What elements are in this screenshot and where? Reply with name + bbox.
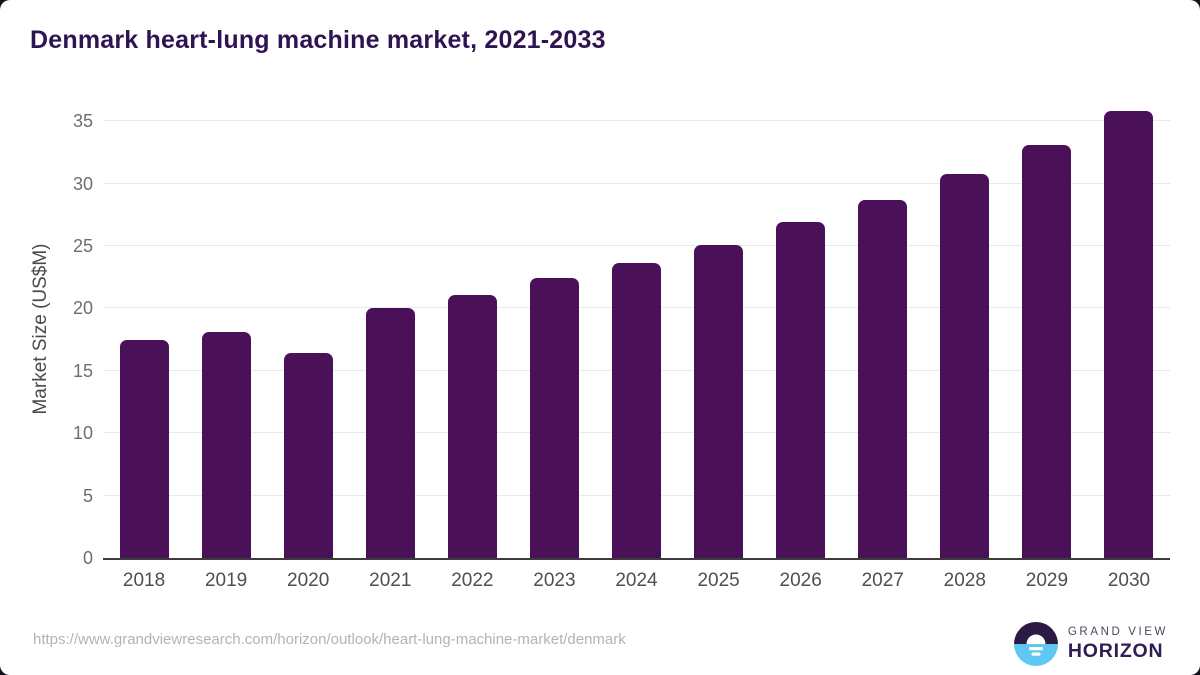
bar-slot-2026 (760, 100, 842, 558)
bar-slot-2018 (103, 100, 185, 558)
bar-slot-2029 (1006, 100, 1088, 558)
x-label-2020: 2020 (287, 570, 330, 591)
bar-2020 (283, 353, 333, 558)
bar-slot-2027 (842, 100, 924, 558)
bars (103, 100, 1170, 558)
x-label-2022: 2022 (451, 570, 494, 591)
y-tick-20: 20 (72, 298, 93, 319)
bar-2025 (694, 244, 744, 558)
bar-slot-2020 (267, 100, 349, 558)
bar-slot-2019 (185, 100, 267, 558)
x-axis-labels: 2018 2019 2020 2021 2022 2023 2024 2025 2026 2027… (103, 570, 1170, 592)
bar-2026 (776, 222, 826, 558)
x-label-2029: 2029 (1025, 570, 1069, 591)
y-tick-25: 25 (72, 236, 93, 257)
bar-2021 (365, 308, 415, 558)
brand-logo: GRAND VIEW HORIZON (1013, 622, 1168, 666)
x-label-2021: 2021 (369, 570, 412, 591)
x-label-2026: 2026 (779, 570, 822, 591)
x-label-2028: 2028 (943, 570, 986, 591)
bar-slot-2022 (431, 100, 513, 558)
bar-slot-2025 (678, 100, 760, 558)
bar-2019 (201, 332, 251, 558)
source-url: https://www.grandviewresearch.com/horizo… (33, 631, 626, 648)
bar-slot-2021 (349, 100, 431, 558)
y-axis-ticks: 0 5 10 15 20 25 30 35 (45, 100, 93, 568)
bar-2028 (940, 173, 990, 558)
y-tick-35: 35 (72, 111, 93, 132)
bar-2024 (612, 263, 661, 558)
gridline-30 (103, 182, 1170, 184)
bar-slot-2023 (513, 100, 595, 558)
y-tick-30: 30 (72, 173, 93, 194)
x-label-2030: 2030 (1107, 570, 1151, 591)
plot-area (103, 100, 1170, 560)
brand-name-bottom: HORIZON (1067, 639, 1164, 662)
brand-name-top: GRAND VIEW (1067, 625, 1168, 638)
y-tick-10: 10 (72, 423, 93, 444)
y-tick-0: 0 (82, 548, 93, 568)
bar-slot-2030 (1088, 100, 1170, 558)
grand-view-horizon-icon (1013, 622, 1058, 666)
gridline-25 (103, 245, 1170, 247)
bar-2029 (1022, 144, 1072, 558)
x-label-2027: 2027 (861, 570, 904, 591)
x-label-2024: 2024 (615, 570, 658, 591)
chart-title: Denmark heart-lung machine market, 2021-… (30, 26, 606, 54)
bar-slot-2024 (595, 100, 677, 558)
x-label-2023: 2023 (533, 570, 576, 591)
bar-slot-2028 (924, 100, 1006, 558)
bar-2030 (1104, 111, 1154, 558)
x-label-2018: 2018 (122, 570, 166, 591)
y-tick-15: 15 (72, 360, 93, 381)
y-tick-5: 5 (82, 485, 93, 506)
bar-2022 (447, 294, 497, 558)
bar-2023 (529, 278, 579, 558)
bar-2027 (858, 199, 908, 558)
brand-logo-text: GRAND VIEW HORIZON (1068, 626, 1168, 663)
bar-2018 (119, 339, 169, 558)
x-label-2025: 2025 (697, 570, 740, 591)
gridline-35 (103, 120, 1170, 122)
x-label-2019: 2019 (204, 570, 248, 591)
